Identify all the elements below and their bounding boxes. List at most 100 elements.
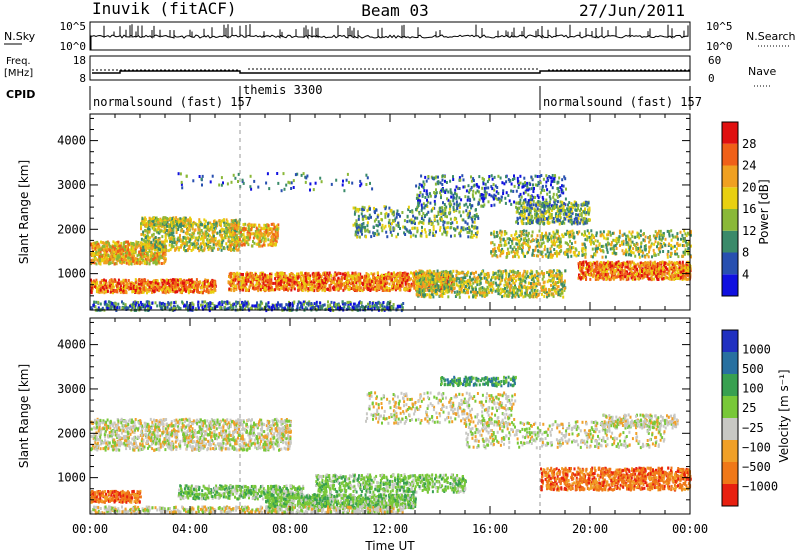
range-cell [131,245,134,248]
range-cell [488,290,491,294]
range-cell [269,274,272,278]
range-cell [359,278,361,282]
range-cell [238,219,241,223]
range-cell [118,244,121,248]
range-cell [150,251,153,255]
range-cell [240,272,243,276]
range-cell [244,227,247,231]
range-cell [541,277,544,281]
range-cell [215,221,218,225]
range-cell [194,221,197,225]
range-cell [122,252,125,256]
range-cell [240,284,243,288]
range-cell [474,295,477,299]
range-cell [419,280,422,284]
range-cell [249,280,252,284]
range-cell [223,232,226,235]
range-cell [240,276,243,280]
range-cell [503,294,506,298]
range-cell [476,280,478,284]
range-cell [210,246,213,250]
range-cell [547,288,550,292]
range-cell [199,237,202,241]
range-cell [136,254,139,258]
range-cell [192,247,195,251]
range-cell [552,286,555,290]
range-cell [228,223,231,227]
range-cell [276,234,279,238]
range-cell [235,241,238,244]
range-cell [195,288,198,292]
range-cell [407,276,410,280]
range-cell [489,288,492,292]
range-cell [106,249,109,253]
range-cell [111,256,113,260]
range-cell [99,262,102,266]
range-cell [143,286,145,290]
range-cell [106,242,109,246]
range-cell [227,238,230,241]
range-cell [288,287,291,291]
range-cell [116,259,119,263]
range-cell [418,287,421,291]
range-cell [140,244,143,248]
range-cell [289,274,292,278]
range-cell [334,283,337,287]
range-cell [250,223,253,227]
freq-tick-high: 18 [73,54,86,67]
range-cell [453,287,456,291]
range-cell [214,237,217,240]
freq-label-2: [MHz] [4,68,33,79]
range-cell [248,285,251,289]
range-cell [234,242,237,246]
range-cell [226,222,229,226]
range-cell [274,288,276,292]
range-cell [180,244,183,247]
range-cell [100,259,103,263]
range-cell [143,239,146,243]
range-cell [473,280,476,284]
range-cell [131,247,134,250]
range-cell [430,285,433,289]
range-cell [425,282,428,286]
range-cell [145,240,147,244]
range-cell [513,277,516,280]
range-cell [458,295,461,299]
range-cell [242,238,245,242]
range-cell [120,288,122,292]
range-cell [120,248,123,252]
range-cell [337,276,340,280]
range-cell [480,276,482,280]
range-cell [213,240,215,244]
range-cell [468,295,471,299]
range-cell [270,281,273,285]
range-cell [402,273,405,277]
range-cell [109,245,112,249]
range-cell [509,278,512,282]
range-cell [167,286,170,290]
range-cell [192,232,195,236]
range-cell [125,261,128,265]
range-cell [130,262,133,266]
range-cell [180,239,183,243]
range-cell [275,224,278,228]
range-cell [217,247,219,251]
range-cell [351,275,354,279]
range-cell [469,272,472,276]
range-cell [268,284,271,287]
range-cell [306,277,309,280]
range-cell [262,243,265,247]
range-cell [107,262,110,266]
range-cell [277,223,280,227]
range-cell [162,245,165,249]
range-cell [520,289,523,293]
range-cell [231,224,234,228]
range-cell [142,230,145,234]
range-cell [237,223,240,227]
range-cell [134,247,137,251]
range-cell [303,277,306,281]
range-cell [227,280,230,284]
range-cell [355,289,358,293]
range-cell [518,285,521,289]
range-cell [198,249,201,253]
